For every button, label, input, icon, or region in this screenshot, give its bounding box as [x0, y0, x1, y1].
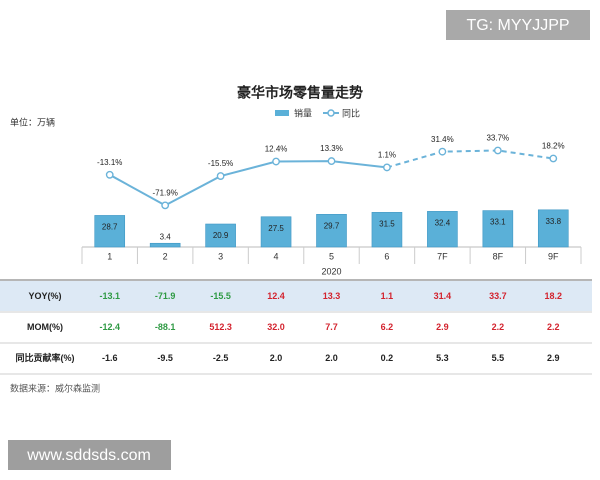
bar-value-label: 28.7 — [102, 223, 118, 232]
table-cell: 6.2 — [381, 322, 394, 332]
legend-marker — [327, 109, 335, 117]
x-tick-label: 8F — [493, 251, 504, 261]
bar — [260, 216, 292, 248]
bar-value-label: 29.7 — [324, 221, 340, 230]
table-cell: -12.4 — [99, 322, 120, 332]
line-marker — [493, 146, 502, 155]
table-cell: 2.2 — [492, 322, 505, 332]
bar-value-label: 32.4 — [435, 218, 451, 227]
line-marker — [438, 147, 447, 156]
line-value-label: 33.7% — [486, 134, 509, 143]
source-note: 数据来源：威尔森监测 — [10, 382, 100, 393]
table-cell: -9.5 — [157, 353, 173, 363]
table-cell: 18.2 — [545, 291, 563, 301]
table-cell: 0.2 — [381, 353, 394, 363]
table-cell: -71.9 — [155, 291, 176, 301]
line-marker — [383, 163, 391, 172]
table-cell: -15.5 — [210, 291, 231, 301]
table-cell: 5.5 — [492, 353, 505, 363]
table-cell: 2.2 — [547, 322, 560, 332]
bar — [205, 223, 236, 248]
unit-label: 单位：万辆 — [10, 116, 55, 127]
bar-value-label: 20.9 — [213, 231, 229, 240]
table-cell: 13.3 — [323, 291, 341, 301]
table-cell: 2.0 — [325, 353, 338, 363]
bar-value-label: 27.5 — [268, 224, 284, 233]
x-tick-label: 3 — [218, 251, 223, 261]
line-marker — [216, 172, 225, 180]
bar — [537, 209, 569, 248]
x-tick-label: 2 — [163, 251, 168, 261]
table-cell: -88.1 — [155, 322, 176, 332]
bar — [371, 212, 403, 248]
table-row-label: YOY(%) — [28, 291, 61, 301]
table-cell: 2.0 — [270, 353, 283, 363]
x-tick-label: 7F — [437, 251, 448, 261]
line-value-label: -13.1% — [97, 158, 122, 167]
line-value-label: 12.4% — [265, 145, 288, 154]
legend-swatch — [275, 110, 289, 116]
table-cell: 1.1 — [381, 291, 394, 301]
line-value-label: 31.4% — [431, 135, 454, 144]
watermark-text: TG: MYYJJPP — [466, 17, 569, 34]
line — [109, 160, 388, 207]
x-tick-label: 9F — [548, 251, 559, 261]
table-cell: 512.3 — [209, 322, 232, 332]
bar — [94, 215, 126, 248]
line-marker — [272, 157, 280, 166]
legend-label: 销量 — [294, 107, 312, 118]
table-row-label: 同比贡献率(%) — [16, 352, 75, 363]
line-value-label: -15.5% — [208, 159, 233, 168]
bar-value-label: 3.4 — [160, 232, 172, 241]
line-marker — [549, 154, 558, 163]
bar — [149, 242, 181, 248]
table-row-label: MOM(%) — [27, 322, 63, 332]
x-tick-label: 5 — [329, 251, 334, 261]
table-cell: 32.0 — [267, 322, 285, 332]
table-cell: -1.6 — [102, 353, 118, 363]
line-value-label: 13.3% — [320, 144, 343, 153]
bar — [482, 210, 514, 248]
table-cell: 7.7 — [325, 322, 338, 332]
bar — [316, 214, 347, 248]
legend-label: 同比 — [342, 107, 360, 118]
table-cell: 5.3 — [436, 353, 449, 363]
x-tick-label: 1 — [107, 251, 112, 261]
table-cell: 31.4 — [434, 291, 452, 301]
line-marker — [161, 201, 170, 210]
table-cell: 2.9 — [436, 322, 449, 332]
x-tick-label: 4 — [274, 251, 279, 261]
table-cell: 2.9 — [547, 353, 560, 363]
bar-value-label: 33.8 — [545, 217, 561, 226]
bar — [427, 211, 458, 248]
bar-value-label: 31.5 — [379, 219, 395, 228]
line — [386, 149, 554, 169]
line-marker — [105, 170, 114, 179]
bar-value-label: 33.1 — [490, 218, 506, 227]
table-cell: 12.4 — [267, 291, 285, 301]
watermark-box — [446, 10, 590, 40]
chart-title: 豪华市场零售量走势 — [237, 85, 363, 101]
table-cell: -2.5 — [213, 353, 229, 363]
x-tick-label: 6 — [384, 251, 389, 261]
line-value-label: 1.1% — [378, 151, 396, 160]
table-row-background — [0, 281, 592, 311]
line-marker — [327, 157, 336, 165]
line-value-label: -71.9% — [152, 188, 177, 197]
table-cell: 33.7 — [489, 291, 507, 301]
line-value-label: 18.2% — [542, 142, 565, 151]
table-cell: -13.1 — [99, 291, 120, 301]
x-axis-label: 2020 — [321, 266, 341, 276]
watermark-text: www.sddsds.com — [26, 447, 151, 464]
watermark-box — [8, 440, 171, 470]
